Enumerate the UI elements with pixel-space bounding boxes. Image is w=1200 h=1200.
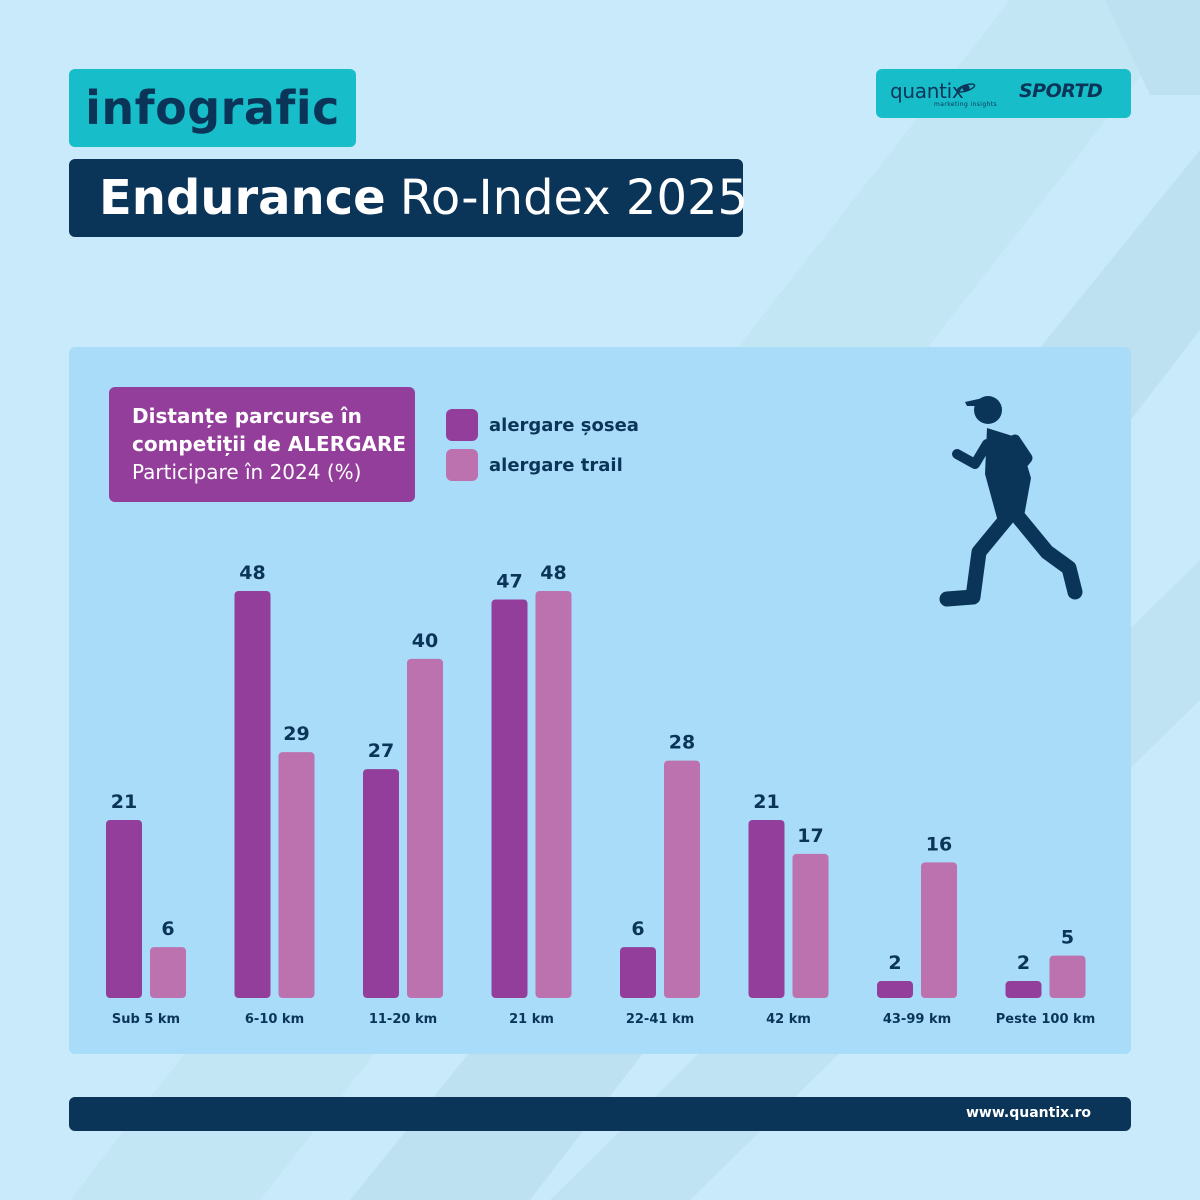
bar-trail-4 <box>664 760 700 998</box>
infografic-tag: infografic <box>69 69 356 147</box>
bar-road-4 <box>620 947 656 998</box>
data-label-trail-7: 5 <box>1061 927 1074 949</box>
data-label-road-6: 2 <box>888 952 901 974</box>
chart-title-box: Distanțe parcurse în competiții de ALERG… <box>109 387 415 502</box>
category-label-0: Sub 5 km <box>112 1012 180 1027</box>
page-title: Endurance Ro-Index 2025 <box>69 159 748 237</box>
bar-trail-3 <box>535 591 572 998</box>
legend-label-trail: alergare trail <box>489 454 623 476</box>
category-label-3: 21 km <box>509 1012 554 1027</box>
data-label-road-5: 21 <box>753 791 779 813</box>
legend-item-road: alergare șosea <box>446 409 639 441</box>
runner-icon <box>939 396 1083 607</box>
quantix-orbit-icon <box>956 83 976 93</box>
bar-road-7 <box>1005 981 1042 998</box>
bar-trail-6 <box>921 862 957 998</box>
bar-trail-5 <box>792 853 829 998</box>
data-label-trail-0: 6 <box>161 918 174 940</box>
data-label-trail-4: 28 <box>669 732 695 754</box>
data-label-road-3: 47 <box>496 570 522 592</box>
bar-road-6 <box>877 981 913 998</box>
title-rest: Ro-Index 2025 <box>399 170 749 226</box>
chart-panel: 21 6 Sub 5 km 48 29 6-10 km 27 40 11-20 km 47 48 21… <box>69 347 1131 1054</box>
data-label-road-2: 27 <box>368 740 394 762</box>
data-label-trail-1: 29 <box>283 723 309 745</box>
bar-road-1 <box>234 591 271 998</box>
bar-trail-7 <box>1049 955 1086 998</box>
data-label-trail-6: 16 <box>926 833 952 855</box>
partner-logos: quantix marketing insights SPORTD <box>876 69 1131 118</box>
legend-swatch-road <box>446 409 478 441</box>
sportd-logo: SPORTD <box>1019 80 1103 102</box>
legend-item-trail: alergare trail <box>446 449 639 481</box>
category-label-4: 22-41 km <box>626 1012 694 1027</box>
category-label-6: 43-99 km <box>883 1012 951 1027</box>
quantix-tagline: marketing insights <box>934 101 998 108</box>
bar-road-0 <box>106 819 142 998</box>
data-label-road-0: 21 <box>111 791 137 813</box>
chart-title-line-1: Distanțe parcurse în <box>132 404 362 428</box>
legend-swatch-trail <box>446 449 478 481</box>
category-label-2: 11-20 km <box>369 1012 437 1027</box>
footer-bar: www.quantix.ro <box>69 1097 1131 1131</box>
data-label-trail-3: 48 <box>540 562 566 584</box>
title-bold: Endurance <box>99 170 386 226</box>
chart-title-line-2: competiții de ALERGARE <box>132 432 407 456</box>
bar-road-2 <box>363 769 399 998</box>
data-label-road-7: 2 <box>1017 952 1030 974</box>
footer-url[interactable]: www.quantix.ro <box>966 1105 1091 1121</box>
category-label-7: Peste 100 km <box>996 1012 1096 1027</box>
data-label-road-4: 6 <box>631 918 644 940</box>
data-label-road-1: 48 <box>239 562 265 584</box>
chart-legend: alergare șosea alergare trail <box>446 409 639 489</box>
category-label-5: 42 km <box>766 1012 811 1027</box>
bar-road-5 <box>748 819 785 998</box>
bar-trail-2 <box>407 658 443 998</box>
legend-label-road: alergare șosea <box>489 414 639 436</box>
data-label-trail-2: 40 <box>412 630 438 652</box>
bar-road-3 <box>491 599 528 998</box>
data-label-trail-5: 17 <box>797 825 823 847</box>
chart-subtitle: Participare în 2024 (%) <box>132 460 362 484</box>
bar-trail-0 <box>150 947 186 998</box>
quantix-logo: quantix <box>890 79 964 103</box>
infografic-label: infografic <box>85 81 340 135</box>
category-label-1: 6-10 km <box>245 1012 304 1027</box>
bar-trail-1 <box>278 752 315 998</box>
